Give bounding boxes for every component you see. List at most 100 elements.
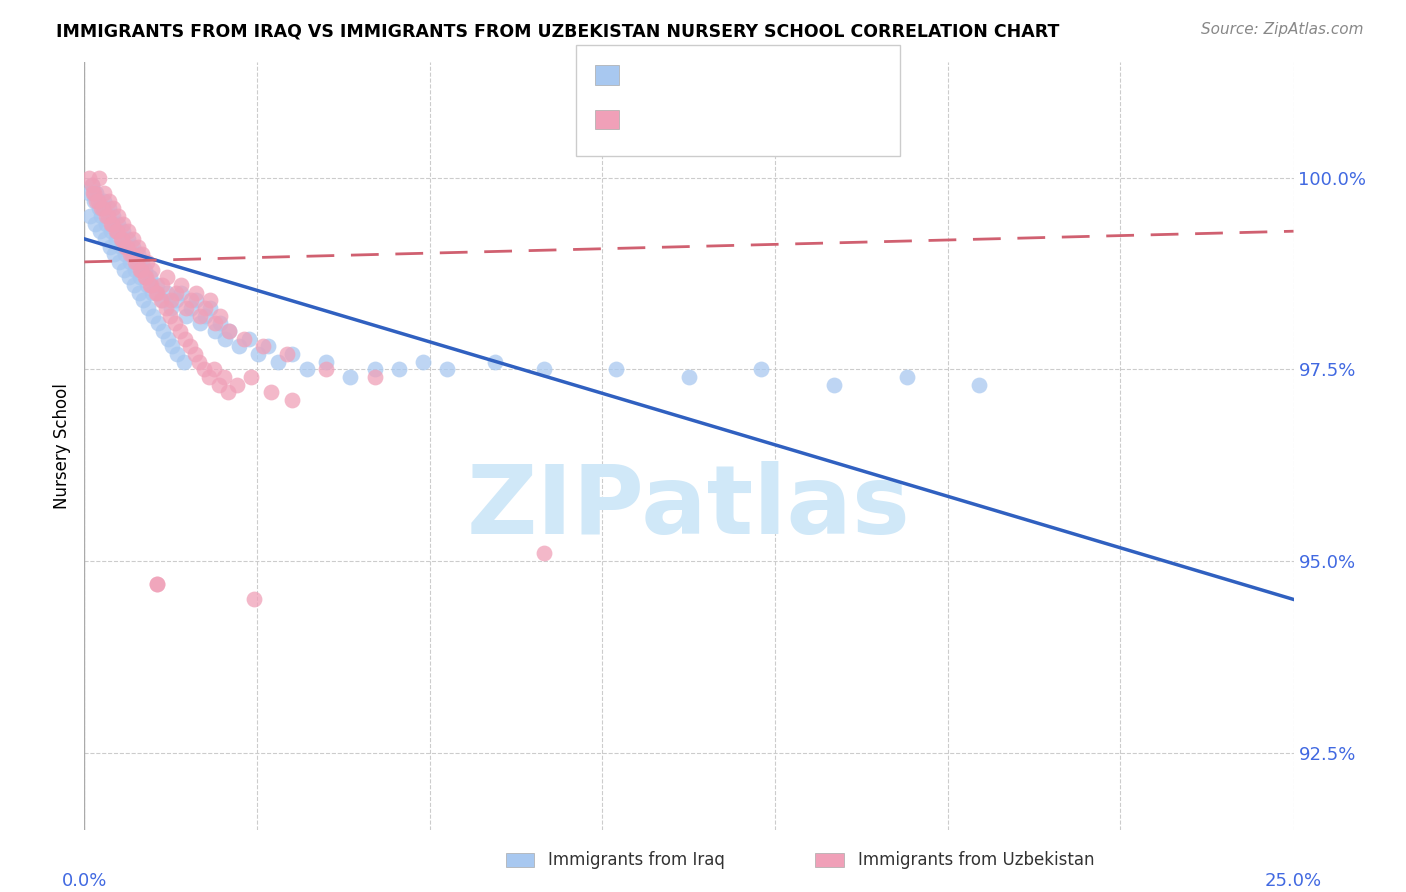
Point — [87, 170, 110, 185]
Point — [363, 362, 385, 376]
Point — [184, 285, 207, 300]
Text: Immigrants from Uzbekistan: Immigrants from Uzbekistan — [858, 851, 1094, 869]
Point — [94, 217, 117, 231]
Point — [281, 392, 304, 407]
Point — [120, 255, 142, 269]
Point — [93, 186, 115, 200]
Point — [131, 262, 153, 277]
Point — [212, 370, 235, 384]
Point — [87, 194, 110, 208]
Text: R = -0.368   N = 84: R = -0.368 N = 84 — [630, 65, 837, 83]
Point — [100, 217, 122, 231]
Point — [103, 247, 125, 261]
Point — [114, 247, 136, 261]
Point — [183, 347, 205, 361]
Point — [82, 186, 104, 200]
Point — [97, 194, 120, 208]
Point — [97, 209, 120, 223]
Point — [166, 347, 188, 361]
Point — [84, 217, 107, 231]
Point — [276, 347, 298, 361]
Point — [208, 377, 231, 392]
Point — [83, 194, 105, 208]
Point — [388, 362, 411, 376]
Point — [267, 354, 290, 368]
Point — [484, 354, 506, 368]
Point — [129, 262, 152, 277]
Point — [146, 285, 169, 300]
Point — [170, 277, 193, 292]
Point — [136, 301, 159, 315]
Point — [165, 293, 187, 308]
Point — [198, 293, 221, 308]
Point — [129, 270, 152, 285]
Text: 25.0%: 25.0% — [1265, 871, 1322, 889]
Point — [103, 209, 125, 223]
Point — [77, 170, 100, 185]
Point — [257, 339, 280, 353]
Point — [141, 285, 163, 300]
Point — [136, 255, 159, 269]
Point — [193, 362, 215, 376]
Point — [94, 209, 117, 223]
Point — [117, 224, 139, 238]
Point — [97, 201, 120, 215]
Point — [98, 239, 121, 253]
Point — [204, 316, 226, 330]
Point — [79, 209, 101, 223]
Point — [174, 332, 197, 346]
Point — [194, 301, 217, 315]
Point — [104, 232, 127, 246]
Point — [218, 324, 240, 338]
Point — [238, 332, 260, 346]
Point — [173, 354, 195, 368]
Point — [165, 285, 187, 300]
Point — [412, 354, 434, 368]
Point — [188, 354, 211, 368]
Point — [190, 309, 212, 323]
Point — [165, 316, 187, 330]
Text: R =  0.021   N = 81: R = 0.021 N = 81 — [630, 110, 837, 128]
Point — [150, 277, 173, 292]
Point — [146, 316, 169, 330]
Point — [751, 362, 773, 376]
Point — [363, 370, 385, 384]
Point — [823, 377, 845, 392]
Point — [112, 224, 135, 238]
Point — [134, 262, 156, 277]
Point — [104, 224, 127, 238]
Point — [89, 224, 111, 238]
Point — [225, 377, 247, 392]
Point — [111, 232, 134, 246]
Point — [162, 339, 184, 353]
Point — [121, 247, 143, 261]
Y-axis label: Nursery School: Nursery School — [53, 383, 72, 509]
Point — [174, 309, 197, 323]
Point — [105, 224, 128, 238]
Point — [138, 277, 160, 292]
Point — [240, 370, 263, 384]
Point — [86, 186, 108, 200]
Point — [247, 347, 270, 361]
Text: 0.0%: 0.0% — [62, 871, 107, 889]
Point — [141, 262, 163, 277]
Point — [190, 316, 212, 330]
Point — [120, 247, 142, 261]
Point — [121, 232, 143, 246]
Point — [114, 239, 136, 253]
Point — [124, 262, 146, 277]
Point — [118, 270, 141, 285]
Point — [134, 270, 156, 285]
Point — [131, 247, 153, 261]
Point — [121, 239, 143, 253]
Point — [122, 277, 145, 292]
Point — [160, 301, 183, 315]
Point — [91, 201, 114, 215]
Point — [533, 546, 555, 560]
Point — [142, 309, 165, 323]
Point — [967, 377, 990, 392]
Point — [149, 293, 172, 308]
Point — [179, 339, 201, 353]
Point — [150, 293, 173, 308]
Point — [155, 270, 177, 285]
